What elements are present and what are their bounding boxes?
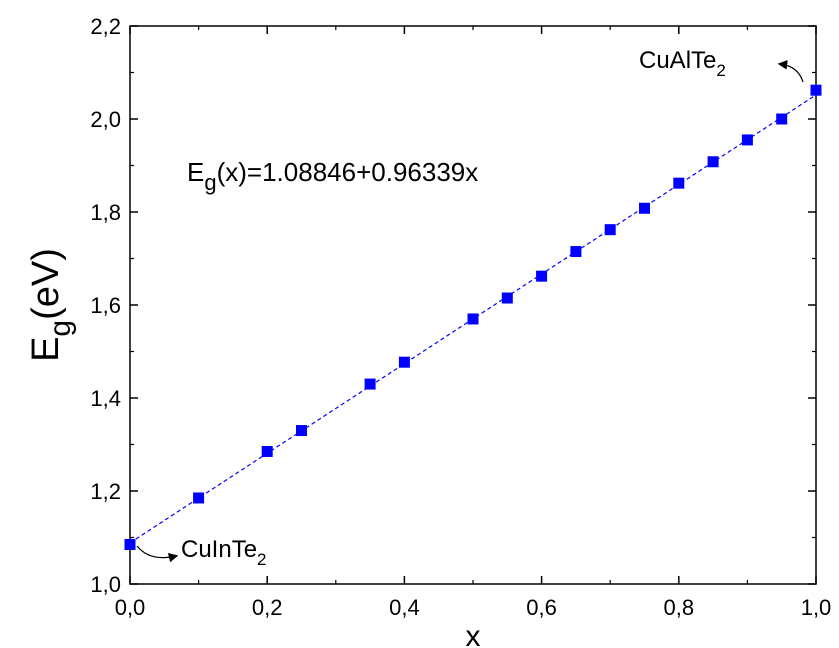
x-tick-label: 0,2 <box>252 595 283 620</box>
data-point <box>364 378 376 390</box>
y-tick-label: 1,8 <box>90 200 121 225</box>
cualte2-label: CuAlTe2 <box>639 47 726 80</box>
cuinte2-arrow <box>136 545 179 563</box>
data-point <box>193 492 205 504</box>
y-tick-label: 1,2 <box>90 479 121 504</box>
y-tick-label: 1,0 <box>90 572 121 597</box>
x-axis-label: x <box>466 620 481 648</box>
y-tick-label: 2,0 <box>90 107 121 132</box>
data-point <box>810 84 822 96</box>
data-point <box>707 156 719 168</box>
x-tick-label: 0,6 <box>526 595 557 620</box>
data-point <box>536 270 548 282</box>
plot-frame <box>129 25 817 585</box>
data-point <box>124 538 136 550</box>
data-point <box>398 356 410 368</box>
cualte2-arrow <box>777 60 804 83</box>
data-point <box>570 246 582 258</box>
y-tick-label: 1,6 <box>90 293 121 318</box>
y-axis-label: Eg(eV) <box>25 248 77 362</box>
data-markers <box>124 84 822 550</box>
y-tick-label: 1,4 <box>90 386 121 411</box>
x-axis-ticks: 0,0 0,2 0,4 0,6 0,8 1,0 <box>115 26 832 620</box>
y-axis-ticks: 1,0 1,2 1,4 1,6 1,8 2,0 2,2 <box>90 14 816 597</box>
data-point <box>741 134 753 146</box>
x-tick-label: 0,0 <box>115 595 146 620</box>
data-point <box>296 425 307 437</box>
data-point <box>639 202 650 214</box>
data-point <box>467 313 479 325</box>
cuinte2-label: CuInTe2 <box>181 536 267 569</box>
data-point <box>673 177 685 189</box>
data-point <box>501 292 513 304</box>
x-tick-label: 0,8 <box>664 595 695 620</box>
data-point <box>776 113 788 125</box>
fit-equation: Eg(x)=1.08846+0.96339x <box>187 157 478 195</box>
data-point <box>604 224 616 236</box>
y-tick-label: 2,2 <box>90 14 121 39</box>
x-tick-label: 0,4 <box>389 595 420 620</box>
data-point <box>261 445 273 457</box>
x-tick-label: 1,0 <box>801 595 832 620</box>
